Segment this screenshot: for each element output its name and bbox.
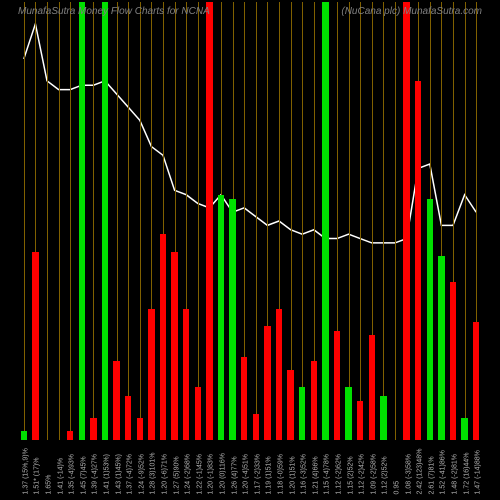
volume-bar [311,361,317,440]
volume-bar [334,331,340,441]
volume-bar [195,387,201,440]
x-axis-label: 1.12 (-2)62% [336,454,343,494]
x-axis-label: 1.22 (-1)45% [196,454,203,494]
x-axis-label: 1.18 (-0)59% [278,454,285,494]
x-axis-label: 2.42 (123)48% [417,449,424,495]
x-axis-label: 1.41 (-14)% [57,458,64,495]
grid-line [70,2,71,440]
x-axis-label: 1.43 (1)45%) [115,454,122,494]
volume-bar [287,370,293,440]
volume-bar [102,2,108,440]
grid-line [360,2,361,440]
volume-bar [322,2,328,440]
x-axis-label: 1.20 (-4)51% [243,454,250,494]
x-axis-label: 1.28 (3)101% [150,452,157,494]
volume-bar [369,335,375,440]
x-axis-label: 1.09 (-2)58% [370,454,377,494]
volume-bar [160,234,166,440]
chart-title-right: (NuCana plc) MunafaSutra.com [341,6,482,17]
volume-bar [461,418,467,440]
grid-line [24,2,25,440]
volume-bar [229,199,235,440]
grid-line [198,2,199,440]
volume-bar [67,431,73,440]
grid-line [256,2,257,440]
volume-bar [438,256,444,440]
x-axis-label: 1.26 (4)77% [231,456,238,494]
volume-bar [241,357,247,440]
x-axis-label: 2.61 (7)81% [428,456,435,494]
x-axis-label: 1.24 (-9)52% [138,454,145,494]
volume-bar [403,2,409,440]
x-axis-label: 1.52 (-41)86% [440,450,447,494]
volume-bar [113,361,119,440]
volume-bar [415,81,421,440]
grid-line [465,2,466,440]
x-axis-label: 1.48 (-2)81% [452,454,459,494]
volume-bar [21,431,27,440]
volume-bar [427,199,433,440]
x-axis-label: 1.16 (-3)52% [301,454,308,494]
grid-line [302,2,303,440]
x-axis-label: 1.35 (-4)93% [69,454,76,494]
volume-bar [137,418,143,440]
x-axis-label: 1.20 (-1)83% [208,454,215,494]
grid-line [395,2,396,440]
grid-line [47,2,48,440]
x-axis-label: 1.19 (1)51% [266,456,273,494]
x-axis-label: 1.24 (-2)68% [185,454,192,494]
volume-bar [171,252,177,440]
x-axis-label: 1.37 (15%,9)% [22,448,29,494]
grid-line [128,2,129,440]
volume-bar [218,195,224,440]
x-axis-label: 1.65% [46,475,53,495]
x-axis-label: 0.95 [394,481,401,495]
volume-bar [79,2,85,440]
x-axis-label: 1.20 (1)51% [289,456,296,494]
x-axis-label: 1.17 (-2)33% [254,454,261,494]
volume-bar [32,252,38,440]
x-axis-label: 1.20 (-6)71% [162,454,169,494]
volume-bar [357,401,363,440]
grid-line [140,2,141,440]
volume-bar [90,418,96,440]
x-axis-label: 1.15 (-4)78% [324,454,331,494]
volume-bar [253,414,259,440]
volume-bar [276,309,282,440]
plot-area [18,2,482,440]
x-axis-label: 1.51* (17)% [34,458,41,495]
price-line [18,2,482,440]
volume-bar [264,326,270,440]
x-axis-label: 1.12 (2)52% [382,456,389,494]
x-axis-label: 1.21 (4)66% [312,456,319,494]
x-axis-label: 1.20 (0)116% [220,453,227,495]
x-axis-label: 1.37 (-4)72% [127,454,134,494]
x-axis-label: 1.45 (7)45% [80,456,87,494]
volume-bar [183,309,189,440]
grid-line [93,2,94,440]
volume-bar [450,282,456,440]
x-axis-label: 1.08 (-3)58% [405,454,412,494]
grid-line [349,2,350,440]
volume-bar [299,387,305,440]
grid-line [383,2,384,440]
x-axis-label: 1.39 (-4)27% [92,454,99,494]
x-axis-label: 1.12 (-2)42% [359,454,366,494]
volume-bar [473,322,479,440]
x-axis-label: 1.27 (5)90% [173,456,180,494]
chart-title-left: MunafaSutra Money Flow Charts for NCNA [18,6,210,17]
chart-container: MunafaSutra Money Flow Charts for NCNA (… [0,0,500,500]
grid-line [59,2,60,440]
x-axis-label: 1.72 (16)44% [463,452,470,494]
x-axis-label: 1.15 (2)52% [347,456,354,494]
volume-bar [125,396,131,440]
volume-bar [380,396,386,440]
x-axis-label: 1.47 (-14)88% [475,450,482,494]
volume-bar [148,309,154,440]
volume-bar [345,387,351,440]
x-axis-label: 1.41 (1)53%) [104,454,111,494]
volume-bar [206,2,212,440]
